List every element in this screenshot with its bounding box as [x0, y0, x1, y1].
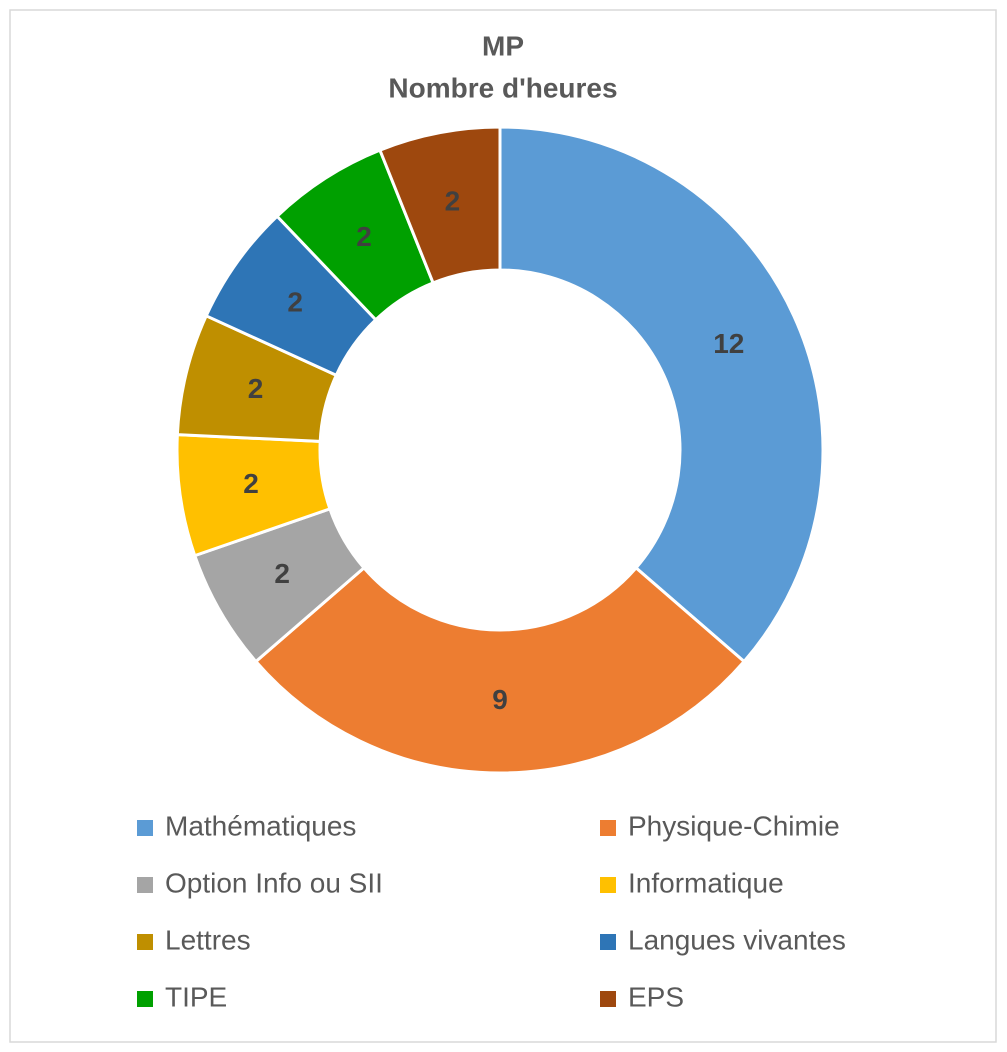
data-label: 9	[492, 684, 508, 715]
legend-swatch	[137, 991, 153, 1007]
data-label: 2	[248, 373, 264, 404]
legend-swatch	[600, 877, 616, 893]
data-label: 12	[713, 328, 744, 359]
donut-slice	[253, 565, 747, 775]
legend-swatch	[137, 820, 153, 836]
chart-subtitle: Nombre d'heures	[388, 72, 617, 103]
legend-label: Lettres	[165, 924, 251, 955]
legend-swatch	[600, 934, 616, 950]
data-label: 2	[356, 221, 372, 252]
legend-label: EPS	[628, 981, 684, 1012]
legend-label: Physique-Chimie	[628, 810, 840, 841]
donut-slice	[498, 125, 825, 664]
data-label: 2	[445, 185, 461, 216]
chart-title: MP	[482, 30, 524, 61]
legend-swatch	[137, 934, 153, 950]
legend-label: Langues vivantes	[628, 924, 846, 955]
legend-label: Informatique	[628, 867, 784, 898]
donut-slice	[378, 125, 502, 285]
data-label: 2	[243, 468, 259, 499]
data-label: 2	[287, 287, 303, 318]
data-label: 2	[274, 558, 290, 589]
legend-label: Option Info ou SII	[165, 867, 383, 898]
legend-swatch	[137, 877, 153, 893]
legend-label: Mathématiques	[165, 810, 356, 841]
legend-swatch	[600, 991, 616, 1007]
legend-label: TIPE	[165, 981, 227, 1012]
legend-swatch	[600, 820, 616, 836]
